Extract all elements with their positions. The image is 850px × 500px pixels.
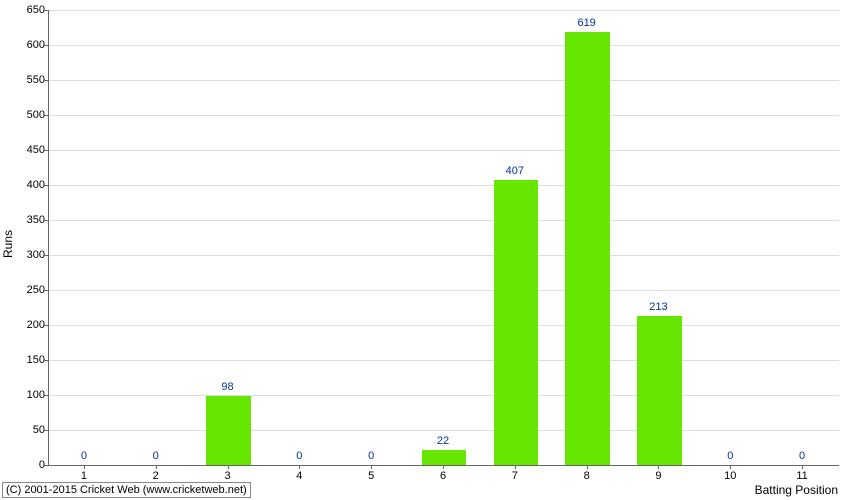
- gridline: [49, 395, 839, 396]
- bar-value-label: 0: [368, 450, 374, 462]
- x-tick-mark: [802, 465, 803, 469]
- y-tick-mark: [44, 465, 48, 466]
- gridline: [49, 45, 839, 46]
- y-tick-mark: [44, 150, 48, 151]
- plot-area: [48, 10, 839, 466]
- x-tick-label: 9: [655, 470, 661, 482]
- gridline: [49, 255, 839, 256]
- y-tick-mark: [44, 395, 48, 396]
- y-tick-label: 500: [5, 109, 45, 121]
- x-tick-label: 6: [440, 470, 446, 482]
- gridline: [49, 80, 839, 81]
- x-tick-mark: [371, 465, 372, 469]
- y-tick-mark: [44, 360, 48, 361]
- gridline: [49, 360, 839, 361]
- x-axis-title: Batting Position: [755, 483, 838, 497]
- chart-container: Runs Batting Position (C) 2001-2015 Cric…: [0, 0, 850, 500]
- y-tick-mark: [44, 45, 48, 46]
- bar-value-label: 619: [577, 17, 595, 29]
- x-tick-mark: [84, 465, 85, 469]
- bar: [422, 450, 467, 465]
- y-tick-label: 0: [5, 459, 45, 471]
- y-tick-label: 400: [5, 179, 45, 191]
- x-tick-label: 1: [81, 470, 87, 482]
- y-tick-mark: [44, 290, 48, 291]
- gridline: [49, 325, 839, 326]
- gridline: [49, 185, 839, 186]
- y-tick-label: 200: [5, 319, 45, 331]
- bar-value-label: 0: [727, 450, 733, 462]
- y-tick-label: 250: [5, 284, 45, 296]
- y-tick-label: 450: [5, 144, 45, 156]
- bar-value-label: 22: [437, 435, 449, 447]
- x-tick-label: 10: [724, 470, 736, 482]
- bar-value-label: 213: [649, 301, 667, 313]
- gridline: [49, 115, 839, 116]
- x-tick-label: 2: [153, 470, 159, 482]
- y-tick-label: 150: [5, 354, 45, 366]
- bar: [206, 396, 251, 465]
- x-tick-label: 4: [296, 470, 302, 482]
- x-tick-label: 11: [796, 470, 807, 482]
- bar-value-label: 0: [799, 450, 805, 462]
- y-tick-label: 350: [5, 214, 45, 226]
- bar: [565, 32, 610, 465]
- x-tick-label: 3: [224, 470, 230, 482]
- y-tick-label: 100: [5, 389, 45, 401]
- y-tick-mark: [44, 185, 48, 186]
- gridline: [49, 220, 839, 221]
- y-tick-mark: [44, 115, 48, 116]
- gridline: [49, 150, 839, 151]
- x-tick-mark: [443, 465, 444, 469]
- copyright-notice: (C) 2001-2015 Cricket Web (www.cricketwe…: [2, 482, 251, 498]
- x-tick-mark: [299, 465, 300, 469]
- x-tick-mark: [515, 465, 516, 469]
- bar-value-label: 98: [221, 381, 233, 393]
- y-tick-mark: [44, 220, 48, 221]
- x-tick-mark: [587, 465, 588, 469]
- bar-value-label: 0: [296, 450, 302, 462]
- y-tick-label: 550: [5, 74, 45, 86]
- gridline: [49, 430, 839, 431]
- bar-value-label: 407: [506, 165, 524, 177]
- y-tick-mark: [44, 430, 48, 431]
- gridline: [49, 290, 839, 291]
- x-tick-label: 7: [512, 470, 518, 482]
- y-tick-label: 600: [5, 39, 45, 51]
- x-tick-mark: [658, 465, 659, 469]
- y-tick-mark: [44, 255, 48, 256]
- gridline: [49, 10, 839, 11]
- y-tick-mark: [44, 10, 48, 11]
- x-tick-mark: [730, 465, 731, 469]
- y-tick-label: 50: [5, 424, 45, 436]
- x-tick-mark: [228, 465, 229, 469]
- y-tick-label: 650: [5, 4, 45, 16]
- x-tick-mark: [156, 465, 157, 469]
- y-tick-mark: [44, 80, 48, 81]
- y-tick-mark: [44, 325, 48, 326]
- bar-value-label: 0: [153, 450, 159, 462]
- x-tick-label: 5: [368, 470, 374, 482]
- bar-value-label: 0: [81, 450, 87, 462]
- y-tick-label: 300: [5, 249, 45, 261]
- bar: [494, 180, 539, 465]
- x-tick-label: 8: [584, 470, 590, 482]
- bar: [637, 316, 682, 465]
